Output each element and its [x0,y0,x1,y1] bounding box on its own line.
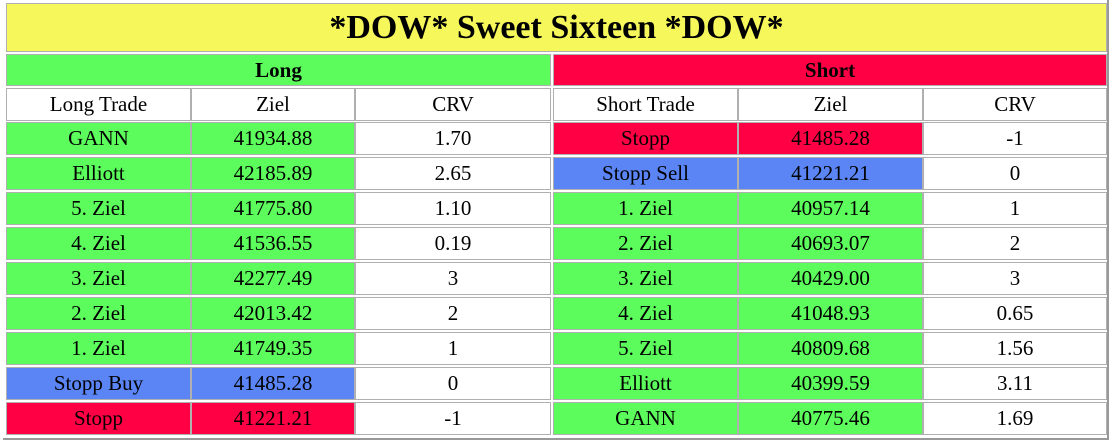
crv-value: 1.56 [923,332,1107,365]
column-header: Short Trade [553,88,738,121]
trade-label: 3. Ziel [6,262,191,295]
crv-value: 1 [355,332,551,365]
trade-label: Stopp Buy [6,367,191,400]
crv-value: 2.65 [355,157,551,190]
column-header: CRV [923,88,1107,121]
crv-value: 3 [923,262,1107,295]
trade-label: 5. Ziel [6,192,191,225]
crv-value: 1.69 [923,402,1107,435]
crv-value: 0.19 [355,227,551,260]
target-value: 41749.35 [191,332,355,365]
target-value: 42277.49 [191,262,355,295]
trade-label: GANN [553,402,738,435]
target-value: 41536.55 [191,227,355,260]
target-value: 40429.00 [738,262,923,295]
crv-value: -1 [355,402,551,435]
target-value: 41934.88 [191,122,355,155]
trade-label: Elliott [553,367,738,400]
table-frame [3,0,1109,440]
target-value: 40957.14 [738,192,923,225]
target-value: 40693.07 [738,227,923,260]
trade-label: 2. Ziel [553,227,738,260]
target-value: 41221.21 [738,157,923,190]
target-value: 42013.42 [191,297,355,330]
target-value: 41221.21 [191,402,355,435]
target-value: 41485.28 [738,122,923,155]
crv-value: 3.11 [923,367,1107,400]
target-value: 40775.46 [738,402,923,435]
column-header: Ziel [191,88,355,121]
trade-label: GANN [6,122,191,155]
trade-label: 4. Ziel [6,227,191,260]
column-header: Ziel [738,88,923,121]
crv-value: 1.10 [355,192,551,225]
trade-label: 1. Ziel [6,332,191,365]
crv-value: 2 [923,227,1107,260]
trade-label: Stopp [6,402,191,435]
crv-value: 3 [355,262,551,295]
crv-value: 1 [923,192,1107,225]
trade-label: Stopp Sell [553,157,738,190]
column-header: CRV [355,88,551,121]
target-value: 41048.93 [738,297,923,330]
title: *DOW* Sweet Sixteen *DOW* [6,3,1107,52]
trade-label: 5. Ziel [553,332,738,365]
section-header: Long [6,54,551,86]
trade-label: 3. Ziel [553,262,738,295]
target-value: 41485.28 [191,367,355,400]
crv-value: 0 [923,157,1107,190]
column-header: Long Trade [6,88,191,121]
target-value: 41775.80 [191,192,355,225]
trade-label: 4. Ziel [553,297,738,330]
crv-value: 0.65 [923,297,1107,330]
trade-label: Elliott [6,157,191,190]
target-value: 40809.68 [738,332,923,365]
crv-value: 1.70 [355,122,551,155]
trade-label: Stopp [553,122,738,155]
trade-label: 1. Ziel [553,192,738,225]
target-value: 40399.59 [738,367,923,400]
crv-value: 2 [355,297,551,330]
target-value: 42185.89 [191,157,355,190]
trade-label: 2. Ziel [6,297,191,330]
crv-value: -1 [923,122,1107,155]
section-header: Short [553,54,1107,86]
crv-value: 0 [355,367,551,400]
